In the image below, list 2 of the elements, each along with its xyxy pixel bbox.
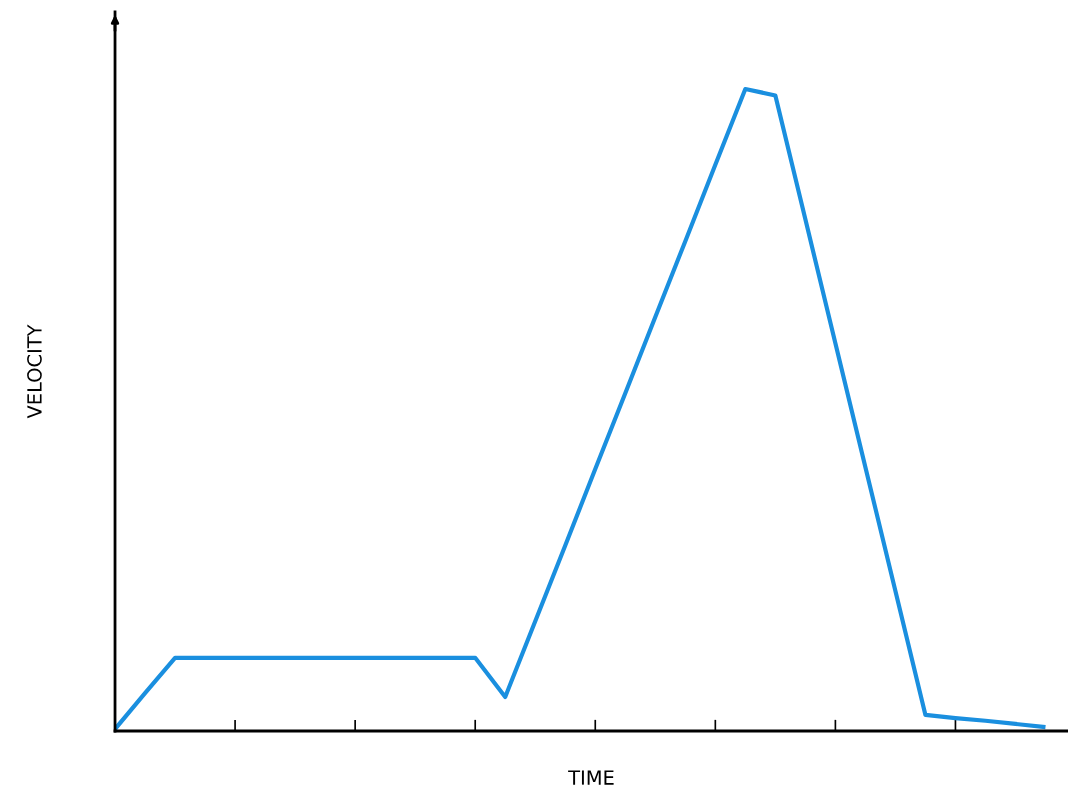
x-axis-title: TIME	[568, 770, 614, 785]
y-axis-title: VELOCITY	[27, 324, 42, 419]
